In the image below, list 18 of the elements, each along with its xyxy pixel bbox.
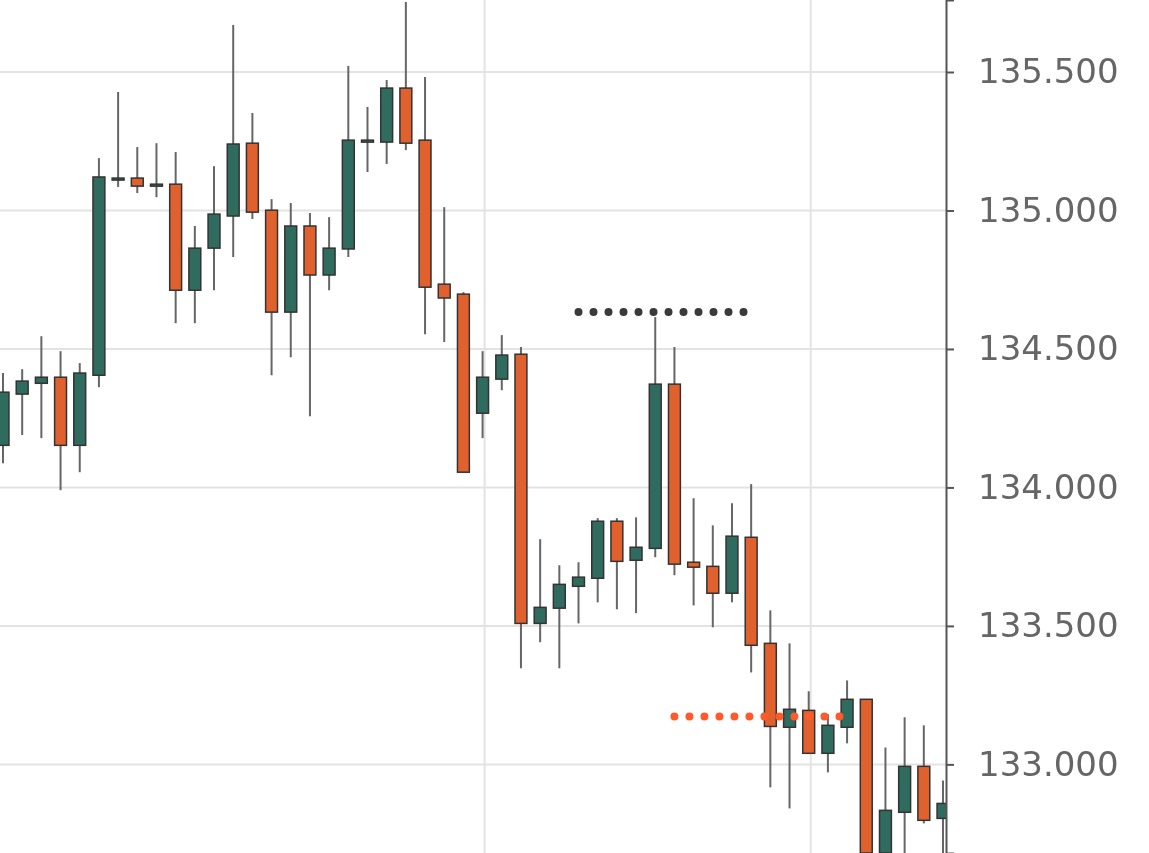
candlestick — [629, 516, 643, 615]
candlestick — [15, 368, 29, 437]
y-tick-label: 135.000 — [978, 189, 1119, 230]
candlestick — [686, 497, 701, 607]
candlestick — [552, 564, 567, 670]
candlestick — [533, 538, 547, 644]
candlestick — [149, 142, 164, 199]
candlestick — [360, 105, 375, 173]
candlestick — [571, 561, 586, 625]
y-tick-label: 133.000 — [978, 743, 1119, 784]
candlestick — [130, 146, 144, 195]
candlestick — [34, 335, 49, 440]
y-tick-label: 134.000 — [978, 466, 1119, 507]
candlestick — [437, 206, 451, 344]
y-tick-label: 135.500 — [978, 51, 1119, 92]
y-tick-label: 134.500 — [978, 328, 1119, 369]
y-tick-label: 133.500 — [978, 605, 1119, 646]
candlestick — [111, 90, 125, 188]
